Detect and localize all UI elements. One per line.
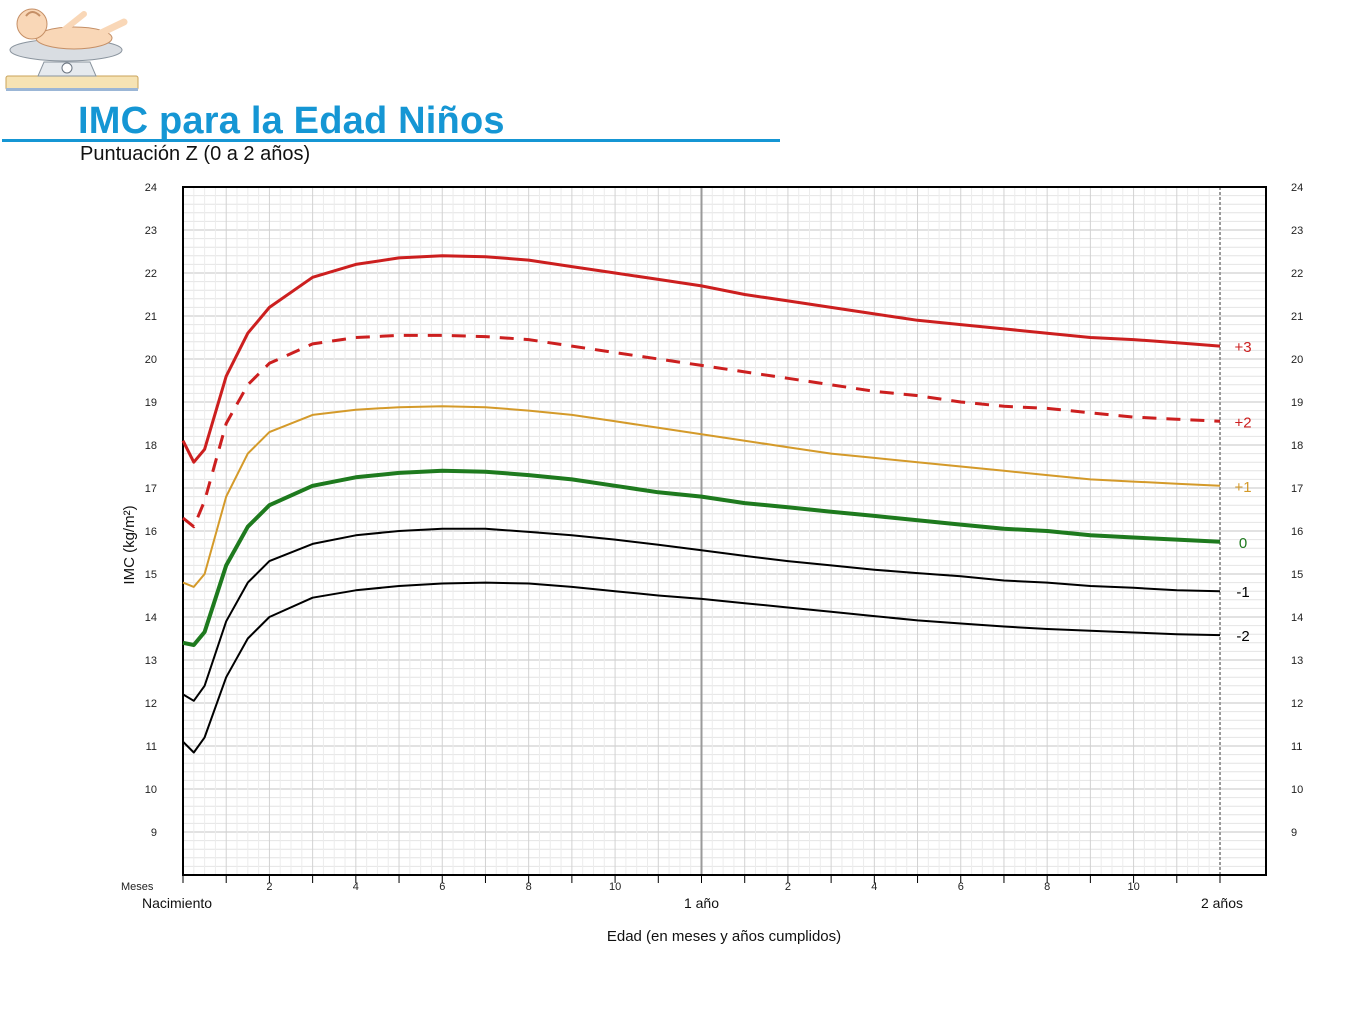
series-label-z0: 0 bbox=[1239, 535, 1247, 552]
y-tick-label-right: 24 bbox=[1291, 182, 1303, 194]
y-tick-label-right: 18 bbox=[1291, 440, 1303, 452]
y-tick-label-right: 10 bbox=[1291, 784, 1303, 796]
series-label-zplus1: +1 bbox=[1234, 479, 1251, 496]
series-line-zminus2 bbox=[182, 581, 1221, 754]
x-tick-label-year: Nacimiento bbox=[142, 895, 212, 911]
x-tick-label-month: 6 bbox=[439, 881, 445, 893]
y-tick-label-left: 12 bbox=[145, 698, 157, 710]
y-tick-label-left: 23 bbox=[145, 225, 157, 237]
y-tick-label-left: 22 bbox=[145, 268, 157, 280]
y-tick-label-left: 21 bbox=[145, 311, 157, 323]
y-tick-label-right: 16 bbox=[1291, 526, 1303, 538]
y-tick-label-left: 24 bbox=[145, 182, 157, 194]
x-tick-label-month: 10 bbox=[609, 881, 621, 893]
baby-on-scale-logo bbox=[5, 8, 139, 91]
x-tick-label-month: 6 bbox=[958, 881, 964, 893]
x-tick-label-year: 2 años bbox=[1201, 895, 1243, 911]
y-tick-label-left: 18 bbox=[145, 440, 157, 452]
x-tick-label-month: 4 bbox=[871, 881, 877, 893]
y-tick-label-right: 20 bbox=[1291, 354, 1303, 366]
y-tick-label-right: 9 bbox=[1291, 827, 1297, 839]
y-tick-label-left: 10 bbox=[145, 784, 157, 796]
y-axis-label: IMC (kg/m²) bbox=[121, 505, 138, 584]
title-underline bbox=[2, 139, 780, 142]
label-layer: +3 +2 +1 0 -1 -2 bbox=[1234, 339, 1251, 645]
y-tick-label-right: 15 bbox=[1291, 569, 1303, 581]
tick-layer: 9 9 10 10 11 11 12 12 13 13 14 14 15 15 16 16 17 17 18 18 19… bbox=[121, 182, 1303, 911]
y-tick-label-left: 14 bbox=[145, 612, 157, 624]
y-tick-label-left: 15 bbox=[145, 569, 157, 581]
series-layer bbox=[181, 254, 1221, 754]
x-tick-label-month: 2 bbox=[785, 881, 791, 893]
y-tick-label-left: 16 bbox=[145, 526, 157, 538]
series-label-zminus1: -1 bbox=[1236, 584, 1249, 601]
x-tick-label-month: 8 bbox=[526, 881, 532, 893]
y-tick-label-left: 11 bbox=[146, 741, 157, 753]
x-tick-label-month: 2 bbox=[266, 881, 272, 893]
y-tick-label-right: 22 bbox=[1291, 268, 1303, 280]
series-line-zplus3 bbox=[181, 254, 1221, 464]
x-axis-label: Edad (en meses y años cumplidos) bbox=[607, 928, 841, 945]
series-line-z0 bbox=[182, 468, 1221, 647]
y-tick-label-right: 13 bbox=[1291, 655, 1303, 667]
y-tick-label-right: 17 bbox=[1291, 483, 1303, 495]
series-label-zplus2: +2 bbox=[1234, 414, 1251, 431]
y-tick-label-right: 14 bbox=[1291, 612, 1303, 624]
y-tick-label-right: 19 bbox=[1291, 397, 1303, 409]
series-label-zplus3: +3 bbox=[1234, 339, 1251, 356]
series-line-zplus2 bbox=[182, 333, 1221, 529]
y-tick-label-left: 9 bbox=[151, 827, 157, 839]
x-tick-label-year: 1 año bbox=[684, 895, 719, 911]
page-subtitle: Puntuación Z (0 a 2 años) bbox=[80, 143, 311, 165]
y-tick-label-right: 23 bbox=[1291, 225, 1303, 237]
x-tick-label-month: 4 bbox=[353, 881, 359, 893]
x-tick-label-month: 8 bbox=[1044, 881, 1050, 893]
y-tick-label-left: 19 bbox=[145, 397, 157, 409]
y-tick-label-right: 11 bbox=[1291, 741, 1302, 753]
y-tick-label-left: 13 bbox=[145, 655, 157, 667]
series-line-zplus1 bbox=[182, 405, 1221, 588]
y-tick-label-right: 21 bbox=[1291, 311, 1303, 323]
series-line-zminus1 bbox=[182, 527, 1221, 702]
y-tick-label-left: 20 bbox=[145, 354, 157, 366]
x-tick-label-month: 10 bbox=[1127, 881, 1139, 893]
page-title: IMC para la Edad Niños bbox=[78, 100, 505, 142]
x-tick-label-month: Meses bbox=[121, 881, 154, 893]
plot-frame bbox=[182, 186, 1267, 876]
series-label-zminus2: -2 bbox=[1236, 628, 1249, 645]
grid-layer bbox=[182, 186, 1266, 876]
y-tick-label-left: 17 bbox=[145, 483, 157, 495]
y-tick-label-right: 12 bbox=[1291, 698, 1303, 710]
